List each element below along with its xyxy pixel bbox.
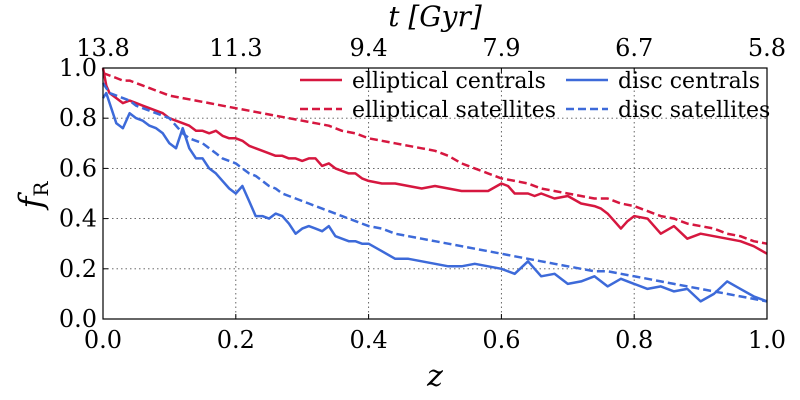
top-tick-label: 13.8: [76, 34, 129, 62]
legend-label-elliptical-centrals: elliptical centrals: [352, 69, 546, 94]
svg-text:fR: fR: [12, 181, 53, 211]
top-tick-label: 6.7: [615, 34, 653, 62]
legend-label-elliptical-satellites: elliptical satellites: [352, 98, 556, 123]
top-axis-label-symbol: t [Gyr]: [388, 0, 482, 33]
series-line-elliptical-satellites: [102, 71, 768, 245]
axis-ticks: 0.0 0.2 0.4 0.6 0.8 1.00.00.20.40.60.81.013.8…: [59, 34, 786, 354]
x-tick-label: 0.0: [84, 326, 122, 354]
top-tick-label: 11.3: [209, 34, 262, 62]
plot-frame: [102, 67, 768, 320]
x-tick-label: 1.0: [748, 326, 786, 354]
y-tick-label: 0.2: [59, 255, 97, 283]
x-axis-label: z: [426, 359, 443, 394]
y-axis-label: fR: [12, 181, 53, 211]
legend-label-disc-centrals: disc centrals: [618, 69, 760, 94]
top-axis-label: t [Gyr]: [388, 0, 482, 33]
legend: elliptical centrals disc centrals ellipt…: [300, 69, 770, 123]
y-axis-label-sub: R: [29, 181, 53, 197]
top-tick-label: 5.8: [748, 34, 786, 62]
series-lines: [101, 67, 768, 303]
y-tick-label: 0.8: [59, 104, 97, 132]
series-line-disc-centrals: [101, 91, 768, 303]
y-tick-label: 0.0: [59, 305, 97, 333]
x-tick-label: 0.6: [482, 326, 520, 354]
x-tick-label: 0.4: [350, 326, 388, 354]
y-tick-label: 0.4: [59, 205, 97, 233]
top-tick-label: 9.4: [350, 34, 388, 62]
series-line-elliptical-centrals: [101, 67, 768, 255]
x-tick-label: 0.8: [615, 326, 653, 354]
x-tick-label: 0.2: [217, 326, 255, 354]
legend-label-disc-satellites: disc satellites: [618, 98, 770, 123]
y-tick-label: 0.6: [59, 154, 97, 182]
y-tick-label: 1.0: [59, 54, 97, 82]
top-tick-label: 7.9: [482, 34, 520, 62]
series-line-disc-satellites: [101, 82, 768, 303]
